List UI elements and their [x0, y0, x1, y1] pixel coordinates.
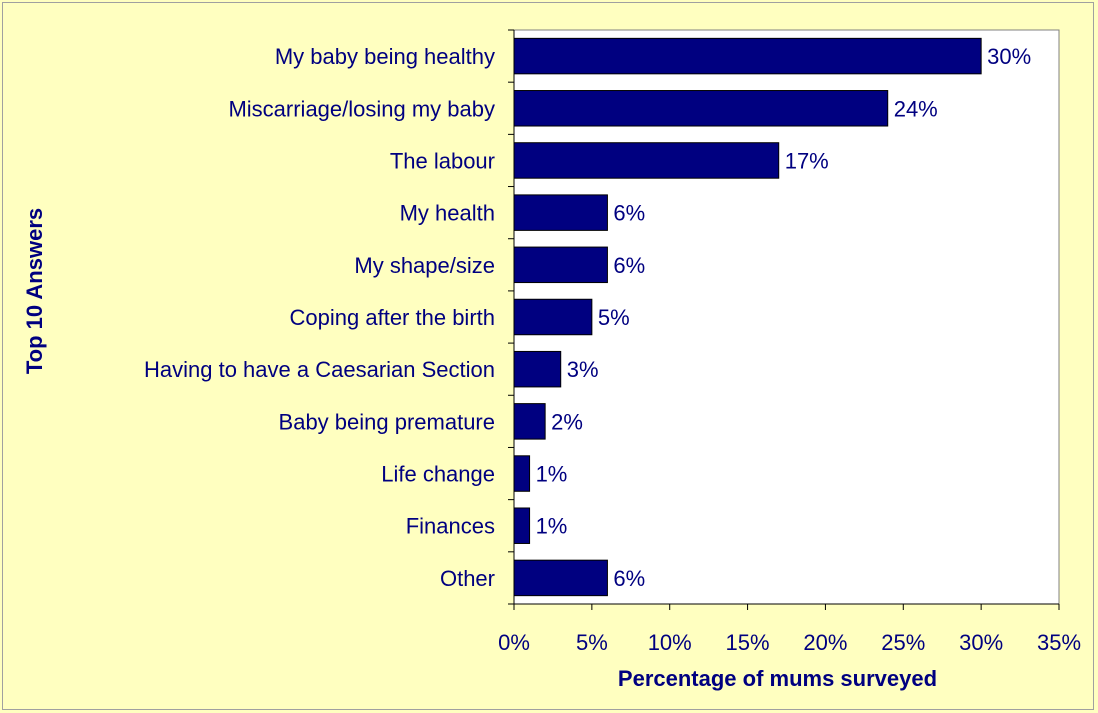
bar: [513, 507, 531, 544]
x-tick-label: 25%: [881, 630, 925, 655]
category-label: Other: [440, 566, 495, 591]
bar: [513, 90, 889, 127]
data-label: 6%: [613, 201, 645, 226]
x-tick-label: 30%: [959, 630, 1003, 655]
bar: [513, 298, 593, 336]
category-label: Having to have a Caesarian Section: [144, 357, 495, 382]
category-label: My shape/size: [354, 253, 495, 278]
category-label: The labour: [390, 148, 495, 173]
x-tick-label: 15%: [726, 630, 770, 655]
bar: [513, 455, 531, 492]
data-label: 5%: [598, 305, 630, 330]
category-label: Miscarriage/losing my baby: [228, 96, 495, 121]
category-label: Baby being premature: [279, 409, 495, 434]
x-tick-label: 0%: [498, 630, 530, 655]
bar-chart: My baby being healthy Miscarriage/losing …: [22, 29, 1081, 691]
data-label: 6%: [613, 253, 645, 278]
category-label: Finances: [406, 514, 495, 539]
data-label: 1%: [536, 514, 568, 539]
data-label: 3%: [567, 357, 599, 382]
category-label: My health: [400, 201, 495, 226]
category-label: Life change: [381, 462, 495, 487]
category-label: My baby being healthy: [275, 44, 495, 69]
bar: [513, 403, 546, 440]
data-label: 30%: [987, 44, 1031, 69]
bar: [513, 37, 982, 75]
y-axis-title: Top 10 Answers: [22, 208, 47, 374]
data-label: 17%: [785, 148, 829, 173]
category-label: Coping after the birth: [290, 305, 495, 330]
x-axis-title: Percentage of mums surveyed: [618, 666, 937, 691]
bar: [513, 350, 562, 388]
bar: [513, 559, 608, 597]
x-tick-label: 35%: [1037, 630, 1081, 655]
data-label: 6%: [613, 566, 645, 591]
data-label: 24%: [894, 96, 938, 121]
bar: [513, 194, 608, 231]
x-tick-label: 10%: [648, 630, 692, 655]
bar: [513, 246, 608, 284]
x-tick-label: 20%: [803, 630, 847, 655]
x-tick-label: 5%: [576, 630, 608, 655]
data-label: 2%: [551, 409, 583, 434]
bar: [513, 142, 780, 179]
data-label: 1%: [536, 462, 568, 487]
